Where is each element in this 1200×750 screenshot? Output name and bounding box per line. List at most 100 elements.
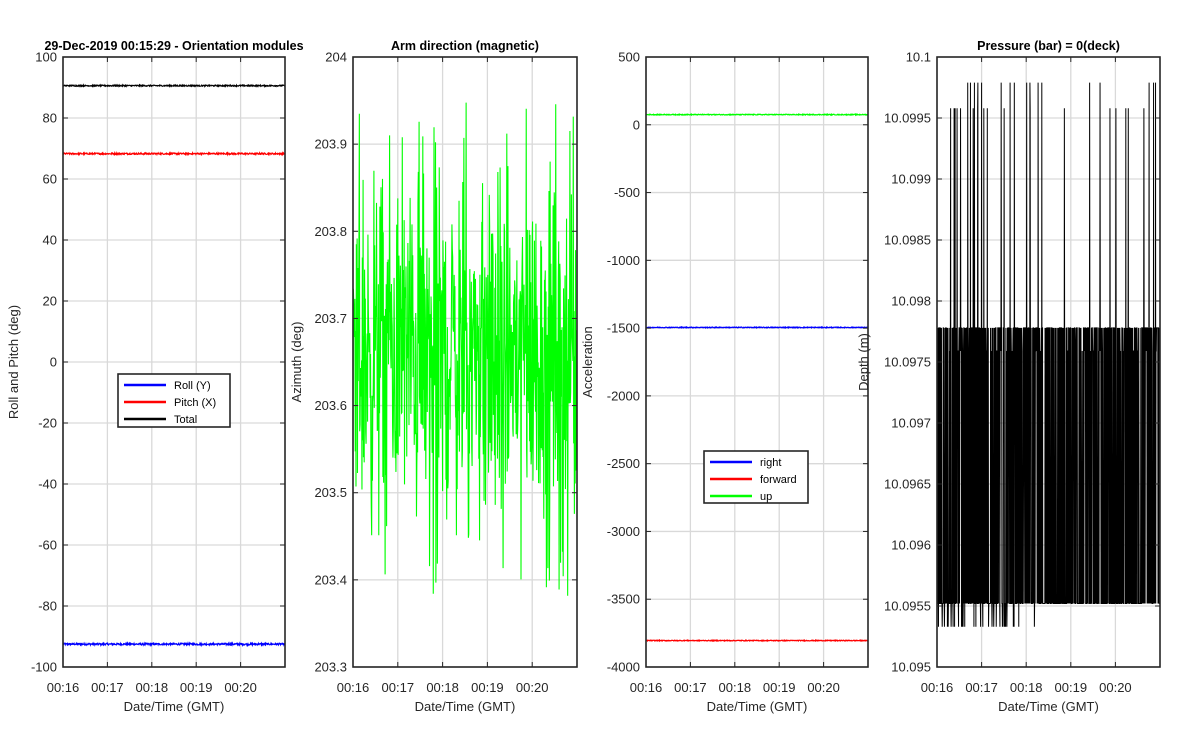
y-tick-label: 203.9 [314,137,347,152]
legend-entry: forward [760,474,797,486]
series-line-2 [646,638,868,643]
y-tick-label: -1000 [607,253,640,268]
y-tick-label: 100 [35,50,57,65]
y-tick-label: -1500 [607,321,640,336]
y-tick-label: 203.8 [314,224,347,239]
legend: Roll (Y) Pitch (X) Total [117,373,231,428]
y-axis-label: Depth (m) [856,333,871,391]
series-group [646,112,868,643]
x-tick-label: 00:18 [1010,680,1043,695]
y-tick-label: -60 [38,538,57,553]
series-group [353,102,577,596]
x-tick-label: 00:16 [630,680,663,695]
series-line-2 [63,150,285,157]
y-tick-label: 10.0965 [884,477,931,492]
x-tick-label: 00:20 [1099,680,1132,695]
x-tick-label: 00:19 [180,680,213,695]
chart-title: Pressure (bar) = 0(deck) [977,39,1120,53]
plot-area [353,57,577,667]
y-axis-label: Acceleration [580,326,595,398]
x-tick-label: 00:16 [337,680,370,695]
y-tick-label: 20 [43,294,57,309]
y-tick-label: 10.0955 [884,599,931,614]
y-tick-label: 10.0975 [884,355,931,370]
y-tick-label: 10.099 [891,172,931,187]
x-tick-label: 00:18 [719,680,752,695]
y-tick-label: -40 [38,477,57,492]
y-tick-label: 10.097 [891,416,931,431]
y-tick-label: 10.0985 [884,233,931,248]
x-tick-label: 00:16 [921,680,954,695]
legend-entry: Total [174,414,197,426]
chart-title: 29-Dec-2019 00:15:29 - Orientation modul… [44,39,303,53]
x-tick-label: 00:20 [807,680,840,695]
y-tick-label: -80 [38,599,57,614]
legend-entry: Roll (Y) [174,380,211,392]
x-tick-label: 00:17 [674,680,707,695]
y-tick-label: -2500 [607,456,640,471]
x-tick-label: 00:19 [471,680,504,695]
x-axis-label: Date/Time (GMT) [124,699,225,714]
legend-entry: Pitch (X) [174,397,216,409]
y-tick-label: 80 [43,111,57,126]
x-tick-label: 00:19 [1055,680,1088,695]
series-group [937,82,1160,627]
chart-panel-3: -4000 -3500 -3000 -2500 -2000 -1500 -1000 -500 0… [580,50,869,714]
legend-entry: right [760,457,781,469]
y-tick-label: 203.7 [314,311,347,326]
y-tick-label: 203.3 [314,660,347,675]
legend-box [703,450,809,504]
y-tick-label: 10.096 [891,538,931,553]
y-tick-label: 203.5 [314,485,347,500]
legend-entry: up [760,491,772,503]
y-tick-label: 0 [633,117,640,132]
y-tick-label: 10.095 [891,660,931,675]
y-tick-label: 203.4 [314,572,347,587]
y-tick-label: 40 [43,233,57,248]
y-tick-label: 500 [618,50,640,65]
series-line-1 [63,641,285,648]
axes-box [352,56,578,668]
series-line-1 [646,325,868,330]
y-tick-label: -2000 [607,388,640,403]
x-tick-label: 00:16 [47,680,80,695]
x-tick-label: 00:18 [426,680,459,695]
y-tick-label: 10.0995 [884,111,931,126]
x-tick-label: 00:17 [91,680,124,695]
y-tick-label: -100 [31,660,57,675]
y-tick-label: 10.098 [891,294,931,309]
y-tick-label: -20 [38,416,57,431]
x-tick-label: 00:19 [763,680,796,695]
y-tick-label: -3500 [607,592,640,607]
plot-area [646,57,868,667]
x-tick-label: 00:20 [516,680,549,695]
x-tick-label: 00:20 [224,680,257,695]
chart-panel-2: 203.3 203.4 203.5 203.6 203.7 203.8 203.9 204 00… [289,39,578,714]
y-tick-label: -3000 [607,524,640,539]
series-line-1 [353,102,577,596]
y-axis-label: Azimuth (deg) [289,322,304,403]
chart-title: Arm direction (magnetic) [391,39,539,53]
y-tick-label: 204 [325,50,347,65]
x-tick-label: 00:17 [965,680,998,695]
y-tick-label: 203.6 [314,398,347,413]
y-tick-label: 10.1 [906,50,931,65]
x-axis-label: Date/Time (GMT) [707,699,808,714]
chart-panel-4: 10.095 10.0955 10.096 10.0965 10.097 10.0975 1… [856,39,1161,714]
series-group [63,83,285,648]
legend: right forward up [703,450,809,504]
series-line-1 [937,82,1160,627]
x-axis-label: Date/Time (GMT) [415,699,516,714]
x-tick-label: 00:17 [382,680,415,695]
y-tick-label: 60 [43,172,57,187]
x-axis-label: Date/Time (GMT) [998,699,1099,714]
series-line-3 [646,112,868,117]
y-axis-label: Roll and Pitch (deg) [6,305,21,419]
chart-panel-1: -100 -80 -60 -40 -20 0 20 40 60 80 100 00:16 00:17 00… [6,39,304,714]
y-tick-label: -4000 [607,660,640,675]
series-line-3 [63,83,285,89]
y-tick-label: 0 [50,355,57,370]
y-tick-label: -500 [614,185,640,200]
axes-box [645,56,869,668]
